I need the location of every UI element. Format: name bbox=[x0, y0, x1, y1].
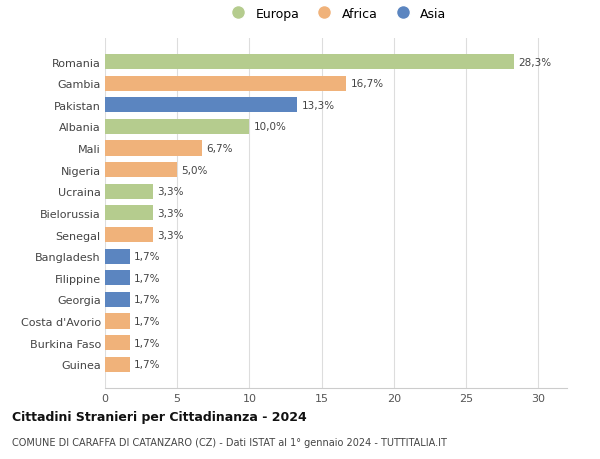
Bar bbox=[105, 249, 130, 264]
Text: 3,3%: 3,3% bbox=[157, 187, 184, 197]
Bar bbox=[105, 271, 130, 285]
Text: 28,3%: 28,3% bbox=[518, 57, 551, 67]
Text: 1,7%: 1,7% bbox=[134, 295, 160, 305]
Text: 1,7%: 1,7% bbox=[134, 273, 160, 283]
Text: 5,0%: 5,0% bbox=[182, 165, 208, 175]
Bar bbox=[105, 228, 152, 242]
Bar bbox=[105, 357, 130, 372]
Text: 1,7%: 1,7% bbox=[134, 252, 160, 262]
Text: 6,7%: 6,7% bbox=[206, 144, 233, 154]
Text: 1,7%: 1,7% bbox=[134, 316, 160, 326]
Bar bbox=[105, 314, 130, 329]
Bar bbox=[105, 163, 177, 178]
Bar bbox=[105, 55, 514, 70]
Text: COMUNE DI CARAFFA DI CATANZARO (CZ) - Dati ISTAT al 1° gennaio 2024 - TUTTITALIA: COMUNE DI CARAFFA DI CATANZARO (CZ) - Da… bbox=[12, 437, 447, 447]
Bar bbox=[105, 141, 202, 156]
Text: 3,3%: 3,3% bbox=[157, 208, 184, 218]
Text: 10,0%: 10,0% bbox=[254, 122, 287, 132]
Text: 16,7%: 16,7% bbox=[350, 79, 383, 89]
Bar bbox=[105, 292, 130, 307]
Text: 13,3%: 13,3% bbox=[301, 101, 334, 111]
Text: 3,3%: 3,3% bbox=[157, 230, 184, 240]
Bar bbox=[105, 336, 130, 350]
Text: 1,7%: 1,7% bbox=[134, 338, 160, 348]
Text: 1,7%: 1,7% bbox=[134, 359, 160, 369]
Bar bbox=[105, 77, 346, 91]
Bar bbox=[105, 206, 152, 221]
Text: Cittadini Stranieri per Cittadinanza - 2024: Cittadini Stranieri per Cittadinanza - 2… bbox=[12, 410, 307, 423]
Bar bbox=[105, 120, 250, 134]
Bar bbox=[105, 185, 152, 199]
Legend: Europa, Africa, Asia: Europa, Africa, Asia bbox=[221, 3, 452, 26]
Bar bbox=[105, 98, 297, 113]
